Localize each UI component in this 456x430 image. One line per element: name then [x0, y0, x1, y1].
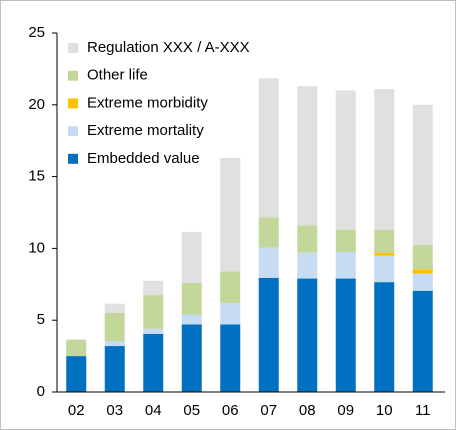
bar-segment: [104, 346, 125, 392]
bar-segment: [143, 280, 164, 296]
legend-swatch: [68, 70, 78, 81]
x-tick-label: 02: [68, 402, 85, 419]
bar-segment: [181, 231, 202, 283]
x-tick-label: 07: [260, 402, 277, 419]
legend-label: Other life: [87, 67, 148, 84]
y-tick-label: 10: [28, 239, 45, 256]
bar-segment: [104, 303, 125, 314]
bar-segment: [412, 273, 433, 291]
bar-segment: [374, 255, 395, 283]
legend-label: Extreme mortality: [87, 122, 204, 139]
legend-swatch: [68, 43, 78, 53]
x-tick-label: 04: [145, 402, 162, 419]
bar-segment: [258, 78, 279, 218]
x-tick-label: 10: [376, 402, 393, 419]
bar-segment: [143, 328, 164, 334]
bar-segment: [220, 324, 241, 392]
bar-segment: [258, 277, 279, 392]
bar-segment: [374, 89, 395, 230]
bar-segment: [335, 251, 356, 279]
bar-segment: [297, 86, 318, 226]
bar-segment: [220, 271, 241, 303]
bar-segment: [66, 356, 87, 392]
bar-segment: [297, 252, 318, 279]
bar-segment: [181, 282, 202, 315]
bar-segment: [335, 90, 356, 230]
bar-segment: [297, 278, 318, 392]
legend-swatch: [68, 126, 78, 137]
bar-segment: [143, 333, 164, 392]
x-tick-label: 09: [337, 402, 354, 419]
x-tick-label: 08: [299, 402, 316, 419]
x-tick-label: 05: [183, 402, 200, 419]
x-tick-label: 03: [106, 402, 123, 419]
bar-segment: [412, 104, 433, 245]
x-tick-label: 11: [415, 402, 431, 419]
y-tick-label: 15: [28, 168, 45, 185]
bar-segment: [220, 157, 241, 272]
legend-label: Extreme morbidity: [87, 94, 208, 111]
bar-segment: [335, 278, 356, 392]
bar-segment: [374, 282, 395, 392]
bar-segment: [104, 341, 125, 347]
y-tick-label: 20: [28, 96, 45, 113]
legend-swatch: [68, 98, 78, 109]
bar-segment: [412, 244, 433, 270]
bar-segment: [335, 229, 356, 252]
bar-segment: [181, 314, 202, 325]
legend-label: Embedded value: [87, 150, 200, 167]
bar-segment: [220, 302, 241, 325]
bar-segment: [374, 229, 395, 253]
bar-segment: [297, 225, 318, 253]
bar-segment: [412, 290, 433, 392]
y-tick-label: 5: [37, 311, 45, 328]
bar-segment: [181, 324, 202, 392]
y-tick-label: 25: [28, 24, 45, 41]
y-tick-label: 0: [37, 383, 45, 400]
legend-label: Regulation XXX / A-XXX: [87, 39, 250, 56]
bar-segment: [258, 247, 279, 278]
x-tick-label: 06: [222, 402, 239, 419]
bar-segment: [66, 339, 87, 357]
bar-segment: [104, 313, 125, 342]
bar-segment: [412, 269, 433, 274]
bar-segment: [374, 252, 395, 256]
legend-swatch: [68, 153, 78, 164]
bar-segment: [143, 295, 164, 329]
bar-segment: [258, 217, 279, 248]
